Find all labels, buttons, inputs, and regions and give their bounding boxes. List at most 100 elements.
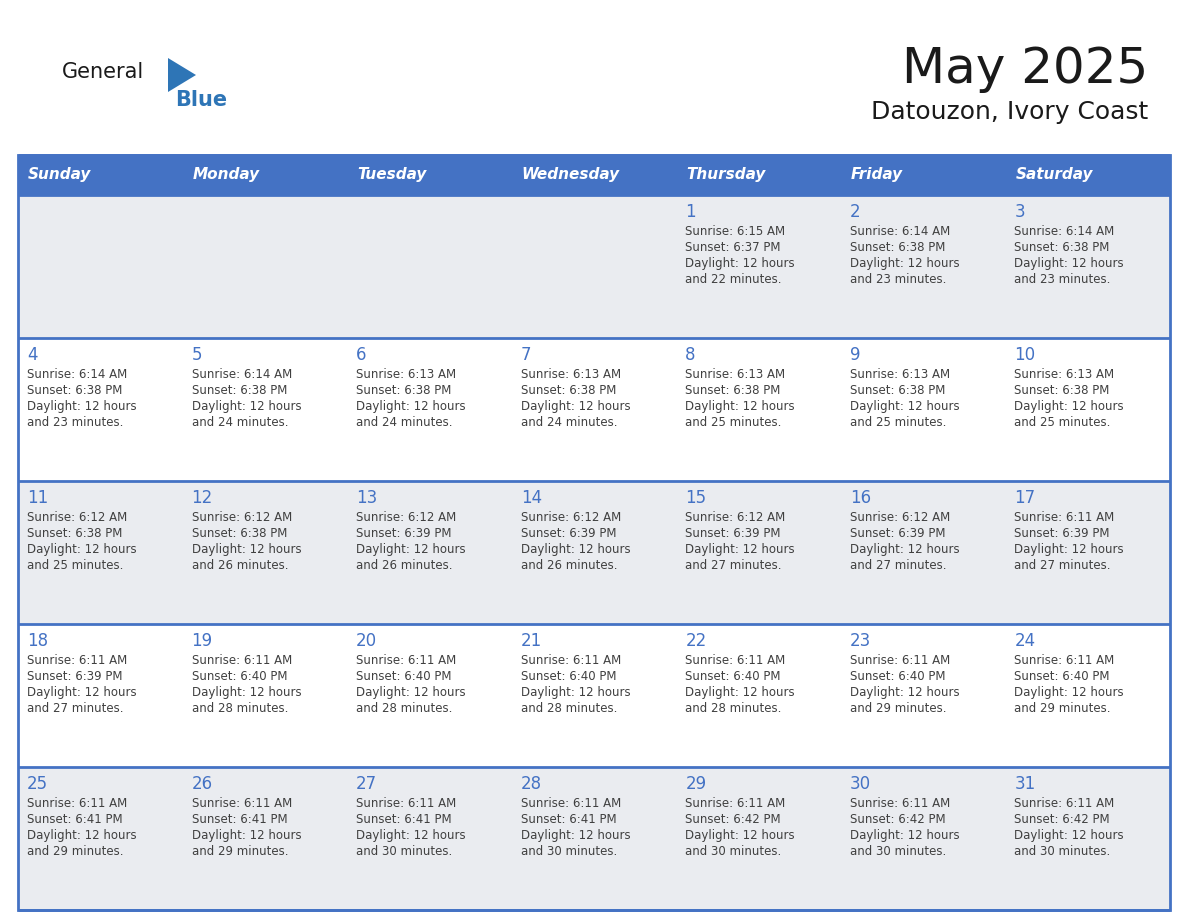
Bar	[841, 155, 1005, 195]
Text: Daylight: 12 hours: Daylight: 12 hours	[849, 829, 960, 842]
Bar	[18, 624, 183, 767]
Text: Sunset: 6:37 PM: Sunset: 6:37 PM	[685, 241, 781, 254]
Text: Sunset: 6:39 PM: Sunset: 6:39 PM	[356, 527, 451, 540]
Bar	[183, 195, 347, 338]
Text: Sunrise: 6:14 AM: Sunrise: 6:14 AM	[191, 368, 292, 381]
Bar	[1005, 338, 1170, 481]
Text: Daylight: 12 hours: Daylight: 12 hours	[356, 686, 466, 699]
Bar	[841, 624, 1005, 767]
Text: Sunday: Sunday	[29, 167, 91, 183]
Text: Daylight: 12 hours: Daylight: 12 hours	[27, 829, 137, 842]
Text: 4: 4	[27, 346, 38, 364]
Bar	[512, 767, 676, 910]
Text: 8: 8	[685, 346, 696, 364]
Text: Daylight: 12 hours: Daylight: 12 hours	[849, 257, 960, 270]
Text: Daylight: 12 hours: Daylight: 12 hours	[520, 829, 631, 842]
Text: Sunrise: 6:11 AM: Sunrise: 6:11 AM	[685, 654, 785, 667]
Text: Sunrise: 6:11 AM: Sunrise: 6:11 AM	[849, 797, 950, 810]
Text: and 29 minutes.: and 29 minutes.	[1015, 702, 1111, 715]
Text: Thursday: Thursday	[687, 167, 765, 183]
Text: Sunset: 6:40 PM: Sunset: 6:40 PM	[849, 670, 946, 683]
Text: 26: 26	[191, 775, 213, 793]
Bar	[676, 338, 841, 481]
Bar	[18, 195, 183, 338]
Text: Daylight: 12 hours: Daylight: 12 hours	[685, 257, 795, 270]
Text: 28: 28	[520, 775, 542, 793]
Bar	[512, 338, 676, 481]
Bar	[18, 155, 183, 195]
Text: Daylight: 12 hours: Daylight: 12 hours	[1015, 543, 1124, 556]
Text: Sunrise: 6:11 AM: Sunrise: 6:11 AM	[356, 654, 456, 667]
Text: Sunrise: 6:12 AM: Sunrise: 6:12 AM	[849, 511, 950, 524]
Text: 16: 16	[849, 489, 871, 507]
Bar	[1005, 624, 1170, 767]
Text: 21: 21	[520, 632, 542, 650]
Text: Friday: Friday	[851, 167, 903, 183]
Text: Sunset: 6:40 PM: Sunset: 6:40 PM	[685, 670, 781, 683]
Text: Sunrise: 6:14 AM: Sunrise: 6:14 AM	[849, 225, 950, 238]
Bar	[18, 155, 1170, 910]
Text: Sunset: 6:42 PM: Sunset: 6:42 PM	[1015, 813, 1110, 826]
Text: Sunrise: 6:12 AM: Sunrise: 6:12 AM	[356, 511, 456, 524]
Bar	[512, 481, 676, 624]
Text: and 26 minutes.: and 26 minutes.	[191, 559, 287, 572]
Text: 6: 6	[356, 346, 367, 364]
Text: and 30 minutes.: and 30 minutes.	[356, 845, 453, 858]
Text: Daylight: 12 hours: Daylight: 12 hours	[849, 400, 960, 413]
Text: and 29 minutes.: and 29 minutes.	[191, 845, 287, 858]
Text: Sunset: 6:42 PM: Sunset: 6:42 PM	[685, 813, 781, 826]
Text: Sunrise: 6:11 AM: Sunrise: 6:11 AM	[27, 797, 127, 810]
Text: Sunset: 6:38 PM: Sunset: 6:38 PM	[520, 384, 617, 397]
Text: and 23 minutes.: and 23 minutes.	[1015, 273, 1111, 286]
Text: Sunrise: 6:14 AM: Sunrise: 6:14 AM	[27, 368, 127, 381]
Text: and 27 minutes.: and 27 minutes.	[849, 559, 947, 572]
Text: Sunrise: 6:14 AM: Sunrise: 6:14 AM	[1015, 225, 1114, 238]
Text: Sunset: 6:38 PM: Sunset: 6:38 PM	[356, 384, 451, 397]
Text: Sunrise: 6:11 AM: Sunrise: 6:11 AM	[520, 797, 621, 810]
Text: Sunrise: 6:13 AM: Sunrise: 6:13 AM	[356, 368, 456, 381]
Text: Sunset: 6:38 PM: Sunset: 6:38 PM	[685, 384, 781, 397]
Text: 19: 19	[191, 632, 213, 650]
Text: Sunrise: 6:11 AM: Sunrise: 6:11 AM	[685, 797, 785, 810]
Text: and 30 minutes.: and 30 minutes.	[849, 845, 946, 858]
Text: Daylight: 12 hours: Daylight: 12 hours	[520, 400, 631, 413]
Text: Sunrise: 6:15 AM: Sunrise: 6:15 AM	[685, 225, 785, 238]
Text: Sunset: 6:39 PM: Sunset: 6:39 PM	[1015, 527, 1110, 540]
Text: Daylight: 12 hours: Daylight: 12 hours	[27, 543, 137, 556]
Text: and 28 minutes.: and 28 minutes.	[191, 702, 287, 715]
Text: Sunset: 6:38 PM: Sunset: 6:38 PM	[191, 527, 287, 540]
Text: Sunset: 6:40 PM: Sunset: 6:40 PM	[191, 670, 287, 683]
Text: Daylight: 12 hours: Daylight: 12 hours	[685, 400, 795, 413]
Text: 9: 9	[849, 346, 860, 364]
Text: and 29 minutes.: and 29 minutes.	[27, 845, 124, 858]
Bar	[676, 155, 841, 195]
Text: Blue: Blue	[175, 90, 227, 110]
Text: 10: 10	[1015, 346, 1036, 364]
Text: 22: 22	[685, 632, 707, 650]
Text: General: General	[62, 62, 144, 82]
Text: and 26 minutes.: and 26 minutes.	[356, 559, 453, 572]
Text: Sunset: 6:39 PM: Sunset: 6:39 PM	[27, 670, 122, 683]
Text: Sunset: 6:40 PM: Sunset: 6:40 PM	[1015, 670, 1110, 683]
Bar	[183, 767, 347, 910]
Bar	[183, 155, 347, 195]
Text: and 28 minutes.: and 28 minutes.	[356, 702, 453, 715]
Text: 2: 2	[849, 203, 860, 221]
Bar	[512, 195, 676, 338]
Text: 24: 24	[1015, 632, 1036, 650]
Text: Sunrise: 6:11 AM: Sunrise: 6:11 AM	[191, 654, 292, 667]
Text: and 24 minutes.: and 24 minutes.	[520, 416, 618, 429]
Bar	[676, 481, 841, 624]
Text: Sunrise: 6:12 AM: Sunrise: 6:12 AM	[191, 511, 292, 524]
Text: Sunrise: 6:12 AM: Sunrise: 6:12 AM	[685, 511, 785, 524]
Bar	[18, 481, 183, 624]
Text: 1: 1	[685, 203, 696, 221]
Text: Sunrise: 6:11 AM: Sunrise: 6:11 AM	[27, 654, 127, 667]
Polygon shape	[168, 58, 196, 92]
Text: and 28 minutes.: and 28 minutes.	[685, 702, 782, 715]
Text: Sunset: 6:41 PM: Sunset: 6:41 PM	[356, 813, 451, 826]
Text: Sunset: 6:38 PM: Sunset: 6:38 PM	[849, 384, 946, 397]
Text: 7: 7	[520, 346, 531, 364]
Text: Sunset: 6:41 PM: Sunset: 6:41 PM	[520, 813, 617, 826]
Text: Daylight: 12 hours: Daylight: 12 hours	[1015, 686, 1124, 699]
